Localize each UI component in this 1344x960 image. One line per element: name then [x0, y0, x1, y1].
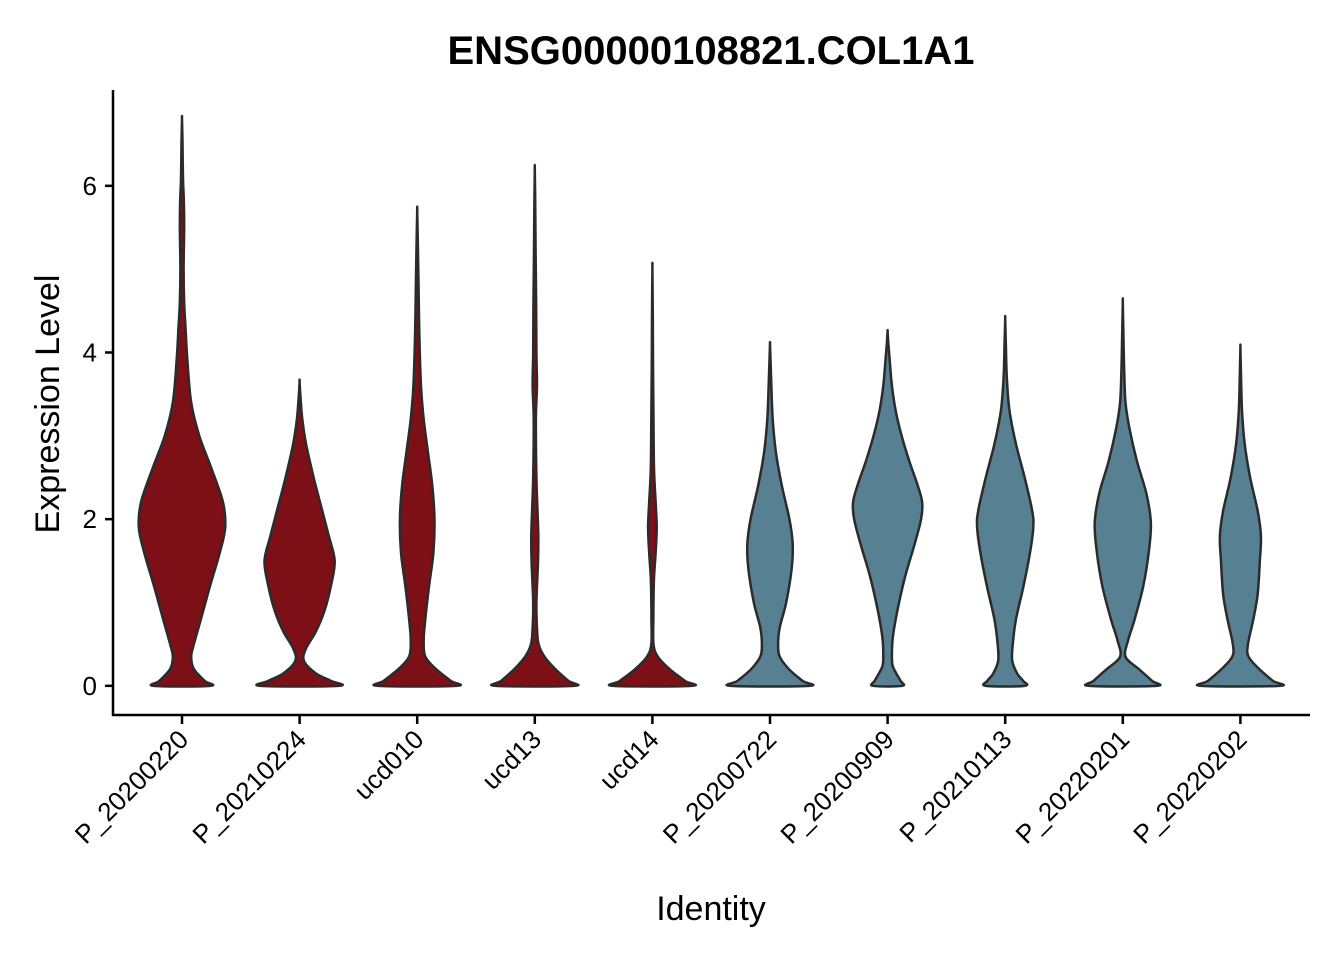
y-tick-label: 4: [83, 338, 97, 368]
x-tick-label: P_20220202: [1127, 724, 1253, 850]
violin-ucd010: [372, 205, 463, 688]
x-tick-label: ucd14: [593, 724, 664, 795]
y-tick-label: 0: [83, 671, 97, 701]
y-tick-label: 2: [83, 504, 97, 534]
x-tick-label: ucd13: [476, 724, 547, 795]
violin-p-20200722: [725, 340, 815, 688]
chart-title: ENSG00000108821.COL1A1: [448, 29, 975, 73]
violins-layer: [137, 114, 1285, 688]
violin-p-20210113: [975, 314, 1035, 688]
x-tick-label: P_20200909: [774, 724, 900, 850]
x-tick-label: P_20200722: [657, 724, 783, 850]
violin-p-20220201: [1083, 297, 1162, 688]
violin-p-20200220: [137, 114, 227, 688]
x-tick-label: P_20210224: [186, 724, 312, 850]
violin-p-20200909: [851, 328, 924, 688]
violin-p-20220202: [1195, 343, 1285, 688]
violin-p-20210224: [255, 378, 345, 688]
x-tick-label: P_20210113: [893, 724, 1017, 848]
violin-ucd13: [489, 163, 580, 688]
x-tick-label: P_20220201: [1010, 724, 1136, 850]
x-axis-label: Identity: [656, 890, 766, 928]
y-axis-ticks: 0 2 4 6: [83, 171, 113, 701]
x-tick-label: P_20200220: [69, 724, 195, 850]
x-tick-label: ucd010: [348, 724, 430, 806]
violin-ucd14: [607, 261, 698, 688]
y-axis-label: Expression Level: [29, 275, 67, 534]
y-tick-label: 6: [83, 171, 97, 201]
